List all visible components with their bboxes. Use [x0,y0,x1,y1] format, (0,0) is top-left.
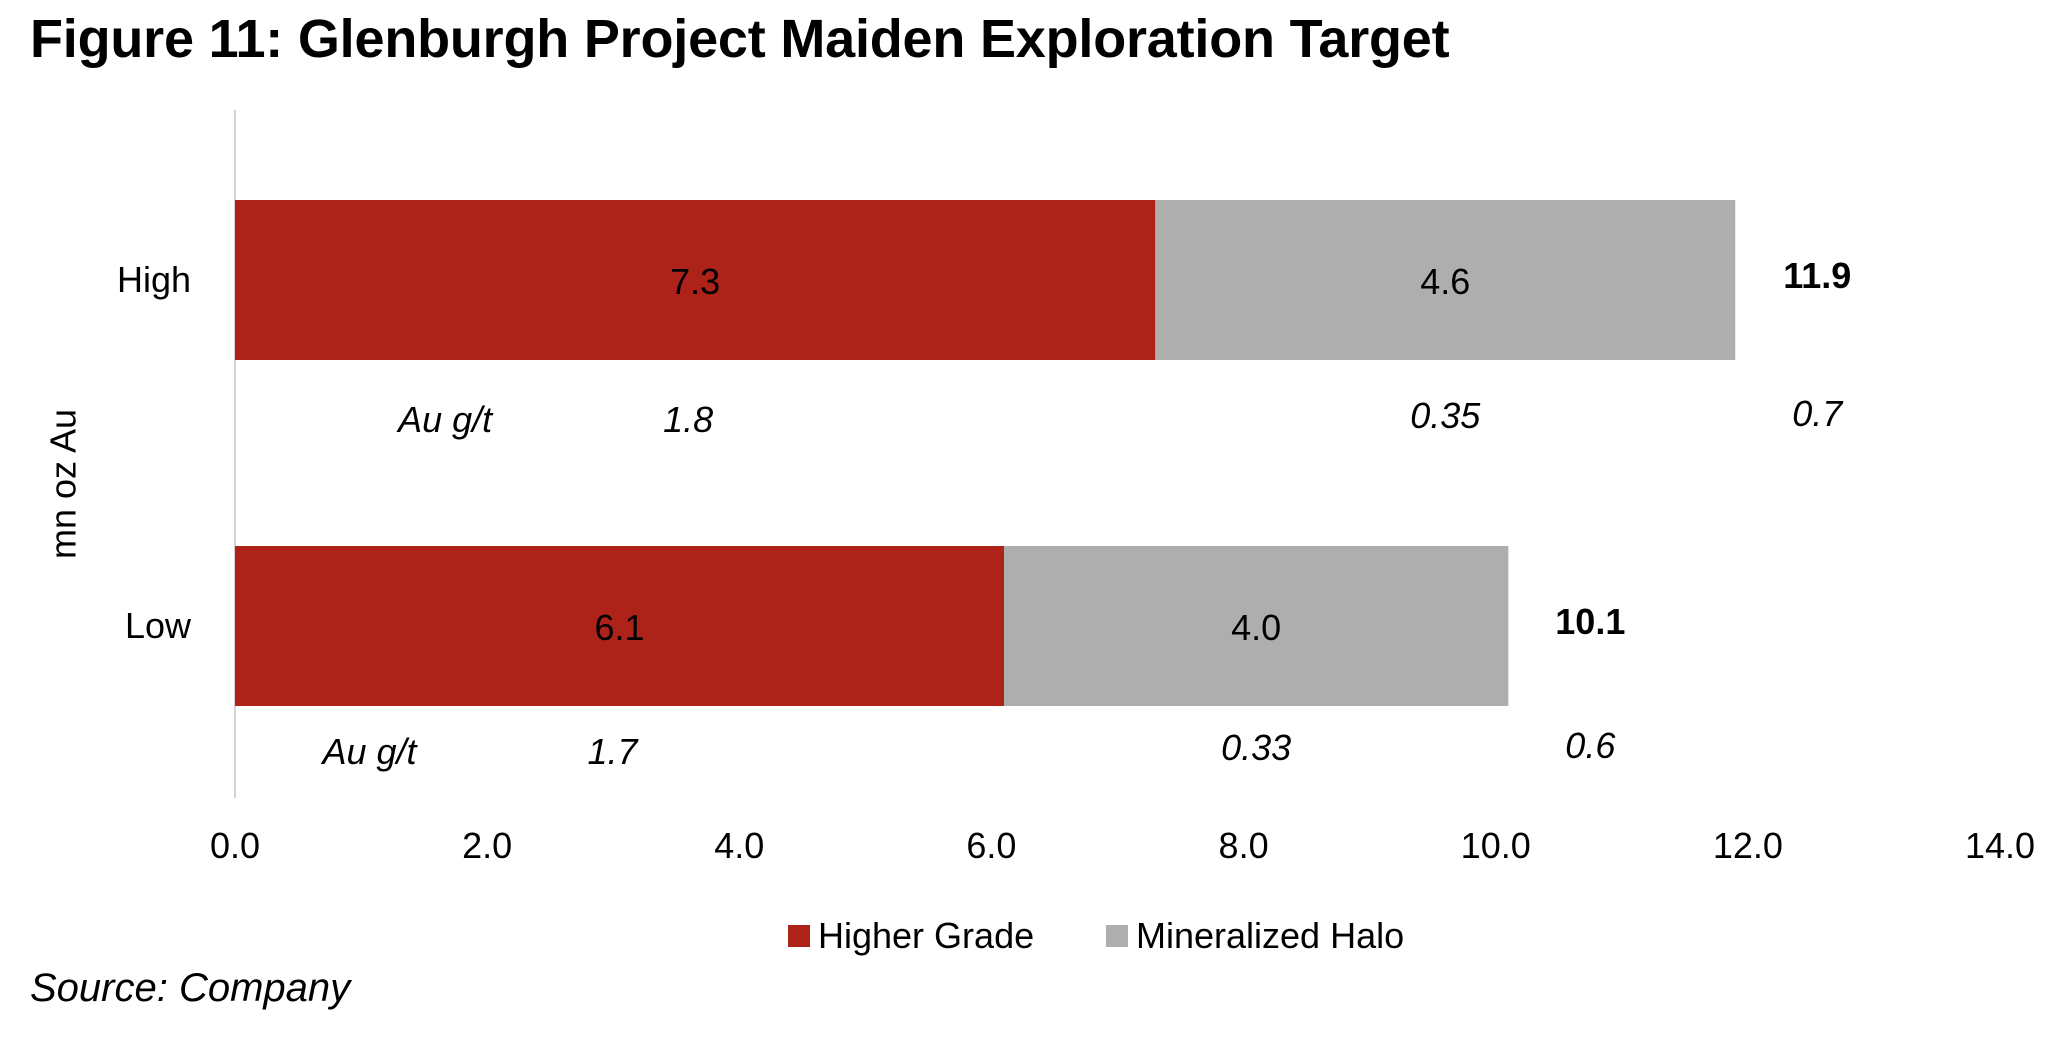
bar-total-label: 10.1 [1555,601,1625,642]
figure-title: Figure 11: Glenburgh Project Maiden Expl… [30,9,1450,69]
x-tick-label: 12.0 [1713,825,1783,866]
grade-higher: 1.7 [587,731,639,772]
legend-label: Higher Grade [818,915,1034,956]
y-category-label: Low [125,605,192,646]
x-tick-label: 4.0 [714,825,764,866]
bars-group: High 7.3 4.6 11.9 Au g/t 1.8 0.35 0.7 Low 6.1 4.0 1… [117,200,1851,772]
bar-segment [1004,546,1509,706]
bar-value-label: 6.1 [594,607,644,648]
source-note: Source: Company [30,966,351,1010]
grade-total: 0.7 [1792,393,1844,434]
grade-higher: 1.8 [663,399,713,440]
grade-row-label: Au g/t [396,399,494,440]
legend-swatch [788,925,810,947]
legend: Higher Grade Mineralized Halo [788,915,1404,956]
x-tick-label: 8.0 [1219,825,1269,866]
stacked-bar-chart: mn oz Au High 7.3 4.6 11.9 Au g/t 1.8 0.35 0.7 L… [43,110,2035,956]
x-tick-labels: 0.0 2.0 4.0 6.0 8.0 10.0 12.0 14.0 [210,825,2035,866]
bar-value-label: 7.3 [670,261,720,302]
y-axis-title: mn oz Au [43,409,84,559]
y-category-label: High [117,259,191,300]
x-tick-label: 2.0 [462,825,512,866]
x-tick-label: 14.0 [1965,825,2035,866]
bar-value-label: 4.0 [1231,607,1281,648]
grade-row-label: Au g/t [320,731,418,772]
grade-total: 0.6 [1565,725,1616,766]
x-tick-label: 0.0 [210,825,260,866]
bar-value-label: 4.6 [1420,261,1470,302]
bar-total-label: 11.9 [1783,255,1851,296]
legend-label: Mineralized Halo [1136,915,1404,956]
legend-swatch [1106,925,1128,947]
bar-segment [235,200,1156,360]
x-tick-label: 10.0 [1461,825,1531,866]
grade-halo: 0.33 [1221,727,1291,768]
bar-segment [235,546,1005,706]
x-tick-label: 6.0 [966,825,1016,866]
grade-halo: 0.35 [1410,395,1481,436]
bar-segment [1155,200,1736,360]
